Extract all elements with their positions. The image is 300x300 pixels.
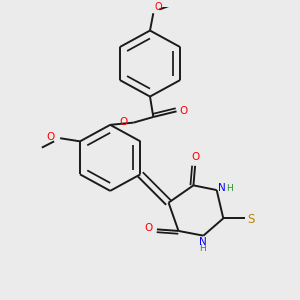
Text: O: O [46, 132, 54, 142]
Text: O: O [155, 2, 163, 12]
Text: N: N [218, 183, 226, 193]
Text: O: O [119, 117, 128, 127]
Text: O: O [180, 106, 188, 116]
Text: N: N [199, 237, 206, 247]
Text: O: O [191, 152, 199, 162]
Text: S: S [248, 213, 255, 226]
Text: H: H [226, 184, 233, 193]
Text: O: O [145, 224, 153, 233]
Text: H: H [199, 244, 206, 253]
